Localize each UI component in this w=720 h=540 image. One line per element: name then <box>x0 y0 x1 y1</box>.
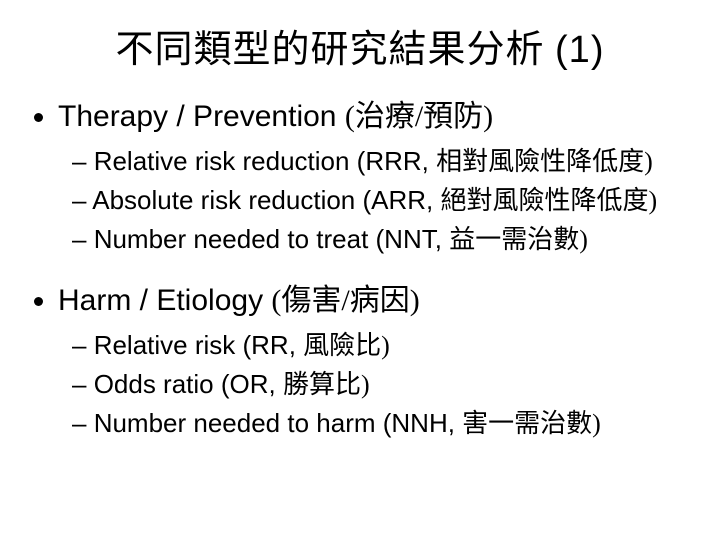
title-main: 不同類型的研究結果分析 <box>116 29 556 71</box>
item-en: Relative risk reduction (RRR, <box>94 146 436 176</box>
section-heading-en: Therapy / Prevention <box>58 100 345 133</box>
section-harm: Harm / Etiology (傷害/病因) Relative risk (R… <box>58 281 690 443</box>
therapy-sublist: Relative risk reduction (RRR, 相對風險性降低度) … <box>58 142 690 259</box>
slide: 不同類型的研究結果分析 (1) Therapy / Prevention (治療… <box>0 0 720 540</box>
item-cjk: 勝算比) <box>283 370 370 399</box>
list-item: Number needed to harm (NNH, 害一需治數) <box>72 404 690 443</box>
item-cjk: 風險比) <box>303 331 390 360</box>
list-item: Relative risk (RR, 風險比) <box>72 326 690 365</box>
item-en: Absolute risk reduction (ARR, <box>92 185 440 215</box>
item-cjk: 相對風險性降低度) <box>436 147 653 176</box>
section-therapy: Therapy / Prevention (治療/預防) Relative ri… <box>58 97 690 259</box>
slide-title: 不同類型的研究結果分析 (1) <box>30 18 690 73</box>
list-item: Odds ratio (OR, 勝算比) <box>72 365 690 404</box>
item-en: Relative risk (RR, <box>94 330 303 360</box>
section-heading-en: Harm / Etiology <box>58 284 271 317</box>
item-cjk: 益一需治數) <box>449 225 588 254</box>
list-item: Relative risk reduction (RRR, 相對風險性降低度) <box>72 142 690 181</box>
top-list: Therapy / Prevention (治療/預防) Relative ri… <box>30 97 690 443</box>
item-cjk: 害一需治數) <box>462 409 601 438</box>
item-en: Number needed to treat (NNT, <box>94 224 450 254</box>
list-item: Number needed to treat (NNT, 益一需治數) <box>72 220 690 259</box>
section-heading-cjk: (傷害/病因) <box>271 284 419 317</box>
section-heading-cjk: (治療/預防) <box>345 100 493 133</box>
item-cjk: 絕對風險性降低度) <box>441 186 658 215</box>
item-en: Number needed to harm (NNH, <box>94 408 462 438</box>
title-num: (1) <box>555 29 604 71</box>
list-item: Absolute risk reduction (ARR, 絕對風險性降低度) <box>72 181 690 220</box>
harm-sublist: Relative risk (RR, 風險比) Odds ratio (OR, … <box>58 326 690 443</box>
item-en: Odds ratio (OR, <box>94 369 283 399</box>
